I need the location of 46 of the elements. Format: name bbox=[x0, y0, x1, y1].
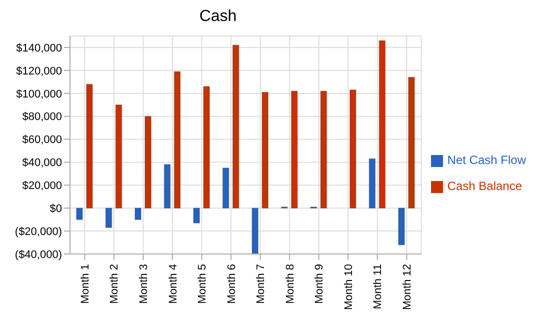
bar bbox=[378, 40, 386, 209]
bar bbox=[193, 208, 200, 224]
bar bbox=[86, 84, 93, 209]
y-tick-label: ($40,000) bbox=[14, 248, 62, 261]
bar bbox=[398, 208, 405, 246]
x-tick-label: Month 4 bbox=[167, 264, 180, 304]
bar bbox=[174, 71, 181, 209]
bar bbox=[222, 167, 230, 209]
x-tick-label: Month 1 bbox=[79, 264, 92, 304]
chart-title: Cash bbox=[198, 8, 238, 27]
x-tick-label: Month 10 bbox=[342, 264, 355, 310]
bar bbox=[290, 90, 298, 209]
legend-label: Cash Balance bbox=[447, 179, 522, 193]
bar bbox=[105, 208, 112, 228]
x-tick-label: Month 5 bbox=[196, 264, 209, 304]
bar bbox=[232, 44, 240, 209]
bar bbox=[368, 158, 376, 209]
bar bbox=[252, 208, 259, 254]
bar bbox=[76, 208, 83, 220]
bar bbox=[349, 89, 356, 209]
x-tick-label: Month 3 bbox=[138, 264, 150, 304]
y-tick-label: $40,000 bbox=[22, 157, 62, 170]
x-tick-label: Month 12 bbox=[401, 264, 414, 310]
bar bbox=[262, 92, 269, 209]
x-tick-label: Month 9 bbox=[314, 264, 326, 304]
x-tick-label: Month 2 bbox=[108, 264, 121, 304]
y-tick-label: $60,000 bbox=[22, 134, 62, 146]
legend-label: Net Cash Flow bbox=[447, 153, 526, 167]
bar bbox=[134, 208, 142, 220]
x-tick-label: Month 7 bbox=[255, 264, 268, 304]
y-tick-label: $20,000 bbox=[22, 180, 62, 192]
y-tick-label: $120,000 bbox=[16, 65, 62, 78]
y-tick-label: $100,000 bbox=[16, 88, 62, 100]
y-tick-label: $0 bbox=[50, 203, 62, 216]
y-tick-label: $80,000 bbox=[22, 111, 62, 124]
y-tick-label: ($20,000) bbox=[14, 226, 62, 238]
bar bbox=[144, 116, 152, 209]
x-tick-label: Month 6 bbox=[226, 264, 238, 304]
x-tick-label: Month 8 bbox=[284, 264, 296, 304]
bar bbox=[164, 164, 171, 209]
bar bbox=[320, 90, 328, 209]
x-tick-label: Month 11 bbox=[372, 264, 384, 310]
y-tick-label: $140,000 bbox=[16, 42, 62, 54]
bar bbox=[115, 104, 122, 209]
bar bbox=[408, 76, 415, 209]
bar bbox=[203, 86, 210, 209]
